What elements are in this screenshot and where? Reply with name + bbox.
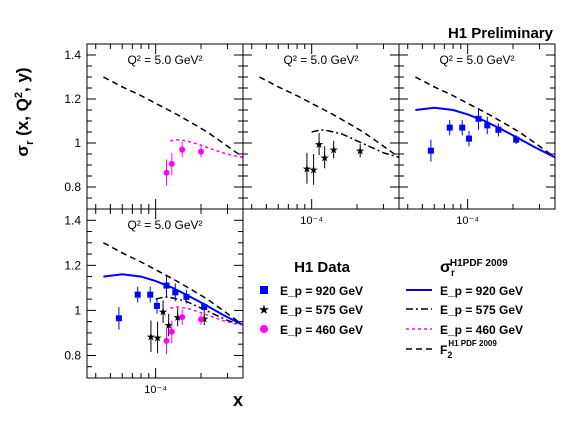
- point-e575: ★: [199, 313, 209, 325]
- legend-curve-label-e575: E_p = 575 GeV: [440, 303, 523, 317]
- curve-e575: [311, 129, 400, 159]
- panel-title: Q² = 5.0 GeV²: [127, 53, 202, 67]
- point-e460: [179, 146, 186, 153]
- point-e460: [163, 337, 170, 344]
- y-tick-label: 1.2: [64, 92, 81, 106]
- point-e920: [153, 302, 160, 309]
- panel-frame: [398, 43, 556, 210]
- point-e920: [495, 126, 502, 133]
- panel-title: Q² = 5.0 GeV²: [127, 218, 202, 232]
- curve-e575: [155, 296, 244, 326]
- legend-label-e460: E_p = 460 GeV: [280, 323, 363, 337]
- legend-data-title: H1 Data: [294, 259, 351, 276]
- point-e920: [513, 136, 520, 143]
- curve-f2: [259, 76, 400, 158]
- panel-title: Q² = 5.0 GeV²: [439, 53, 514, 67]
- point-e575: ★: [314, 139, 324, 151]
- curve-f2: [415, 76, 556, 158]
- point-e920: [163, 282, 170, 289]
- panel-frame: [86, 208, 244, 379]
- y-tick-label: 1.2: [64, 258, 81, 272]
- point-e920: [475, 115, 482, 122]
- point-e920: [147, 291, 154, 298]
- point-e920: [183, 293, 190, 300]
- point-e575: ★: [320, 152, 330, 164]
- curve-e460: [170, 306, 244, 326]
- point-e920: [172, 289, 179, 296]
- point-e575: ★: [158, 307, 168, 319]
- chart-header-title: H1 Preliminary: [448, 25, 554, 42]
- point-e575: ★: [164, 320, 174, 332]
- curve-f2: [103, 242, 244, 326]
- point-e920: [427, 147, 434, 154]
- point-e460: [198, 316, 205, 323]
- point-e575: ★: [153, 332, 163, 344]
- panel-top-left: 0.8 1 1.2 1.4 Q² = 5.0 GeV²: [64, 43, 244, 210]
- point-e920: [446, 124, 453, 131]
- legend-curve-label-e460: E_p = 460 GeV: [440, 323, 523, 337]
- point-e920: [459, 124, 466, 131]
- point-e460: [198, 148, 205, 155]
- panel-title: Q² = 5.0 GeV²: [283, 53, 358, 67]
- point-e575: ★: [355, 146, 365, 158]
- point-e575: ★: [302, 163, 312, 175]
- legend-marker-e920: [260, 286, 268, 294]
- point-e920: [115, 315, 122, 322]
- legend-curve-label-f2: F2H1 PDF 2009: [440, 339, 497, 360]
- x-axis-title: x: [233, 390, 243, 410]
- y-tick-label: 1: [74, 136, 81, 150]
- panel-frame: [86, 43, 244, 210]
- x-tick-label: 10⁻⁴: [300, 215, 323, 227]
- point-e460: [179, 314, 186, 321]
- y-tick-label: 0.8: [64, 348, 81, 362]
- y-axis-title: σr (x, Q2, y): [13, 67, 36, 156]
- point-e920: [134, 291, 141, 298]
- legend-label-e920: E_p = 920 GeV: [280, 284, 363, 298]
- point-e575: ★: [146, 331, 156, 343]
- curve-e460: [170, 138, 244, 159]
- legend-marker-e575: ★: [258, 302, 270, 317]
- panel-top-right: 10⁻⁴ Q² = 5.0 GeV²: [398, 43, 556, 227]
- legend-curve-label-e920: E_p = 920 GeV: [440, 284, 523, 298]
- curve-f2: [103, 76, 244, 158]
- panel-frame: [242, 43, 400, 210]
- curve-e920: [415, 106, 556, 159]
- point-e460: [168, 160, 175, 167]
- point-e575: ★: [329, 145, 339, 157]
- legend-marker-e460: [260, 325, 268, 333]
- curve-e920: [103, 273, 244, 326]
- panel-bottom-left: 0.811.21.410⁻⁴Q² = 5.0 GeV²★★★★★ ★: [64, 208, 244, 396]
- legend-label-e575: E_p = 575 GeV: [280, 303, 363, 317]
- panel-top-middle: 10⁻⁴Q² = 5.0 GeV²★★★★★ ★: [242, 43, 400, 227]
- x-tick-label: 10⁻⁴: [456, 215, 479, 227]
- y-tick-label: 0.8: [64, 180, 81, 194]
- point-e575: ★: [173, 312, 183, 324]
- point-e920: [201, 304, 208, 311]
- y-tick-label: 1: [74, 303, 81, 317]
- y-tick-label: 1.4: [64, 48, 81, 62]
- x-tick-label: 10⁻⁴: [144, 384, 167, 396]
- point-e460: [168, 328, 175, 335]
- legend-theory-title: σrH1PDF 2009: [440, 258, 508, 279]
- point-e920: [465, 135, 472, 142]
- point-e460: [163, 169, 170, 176]
- point-e920: [484, 122, 491, 129]
- y-tick-label: 1.4: [64, 213, 81, 227]
- point-e575: ★: [309, 164, 319, 176]
